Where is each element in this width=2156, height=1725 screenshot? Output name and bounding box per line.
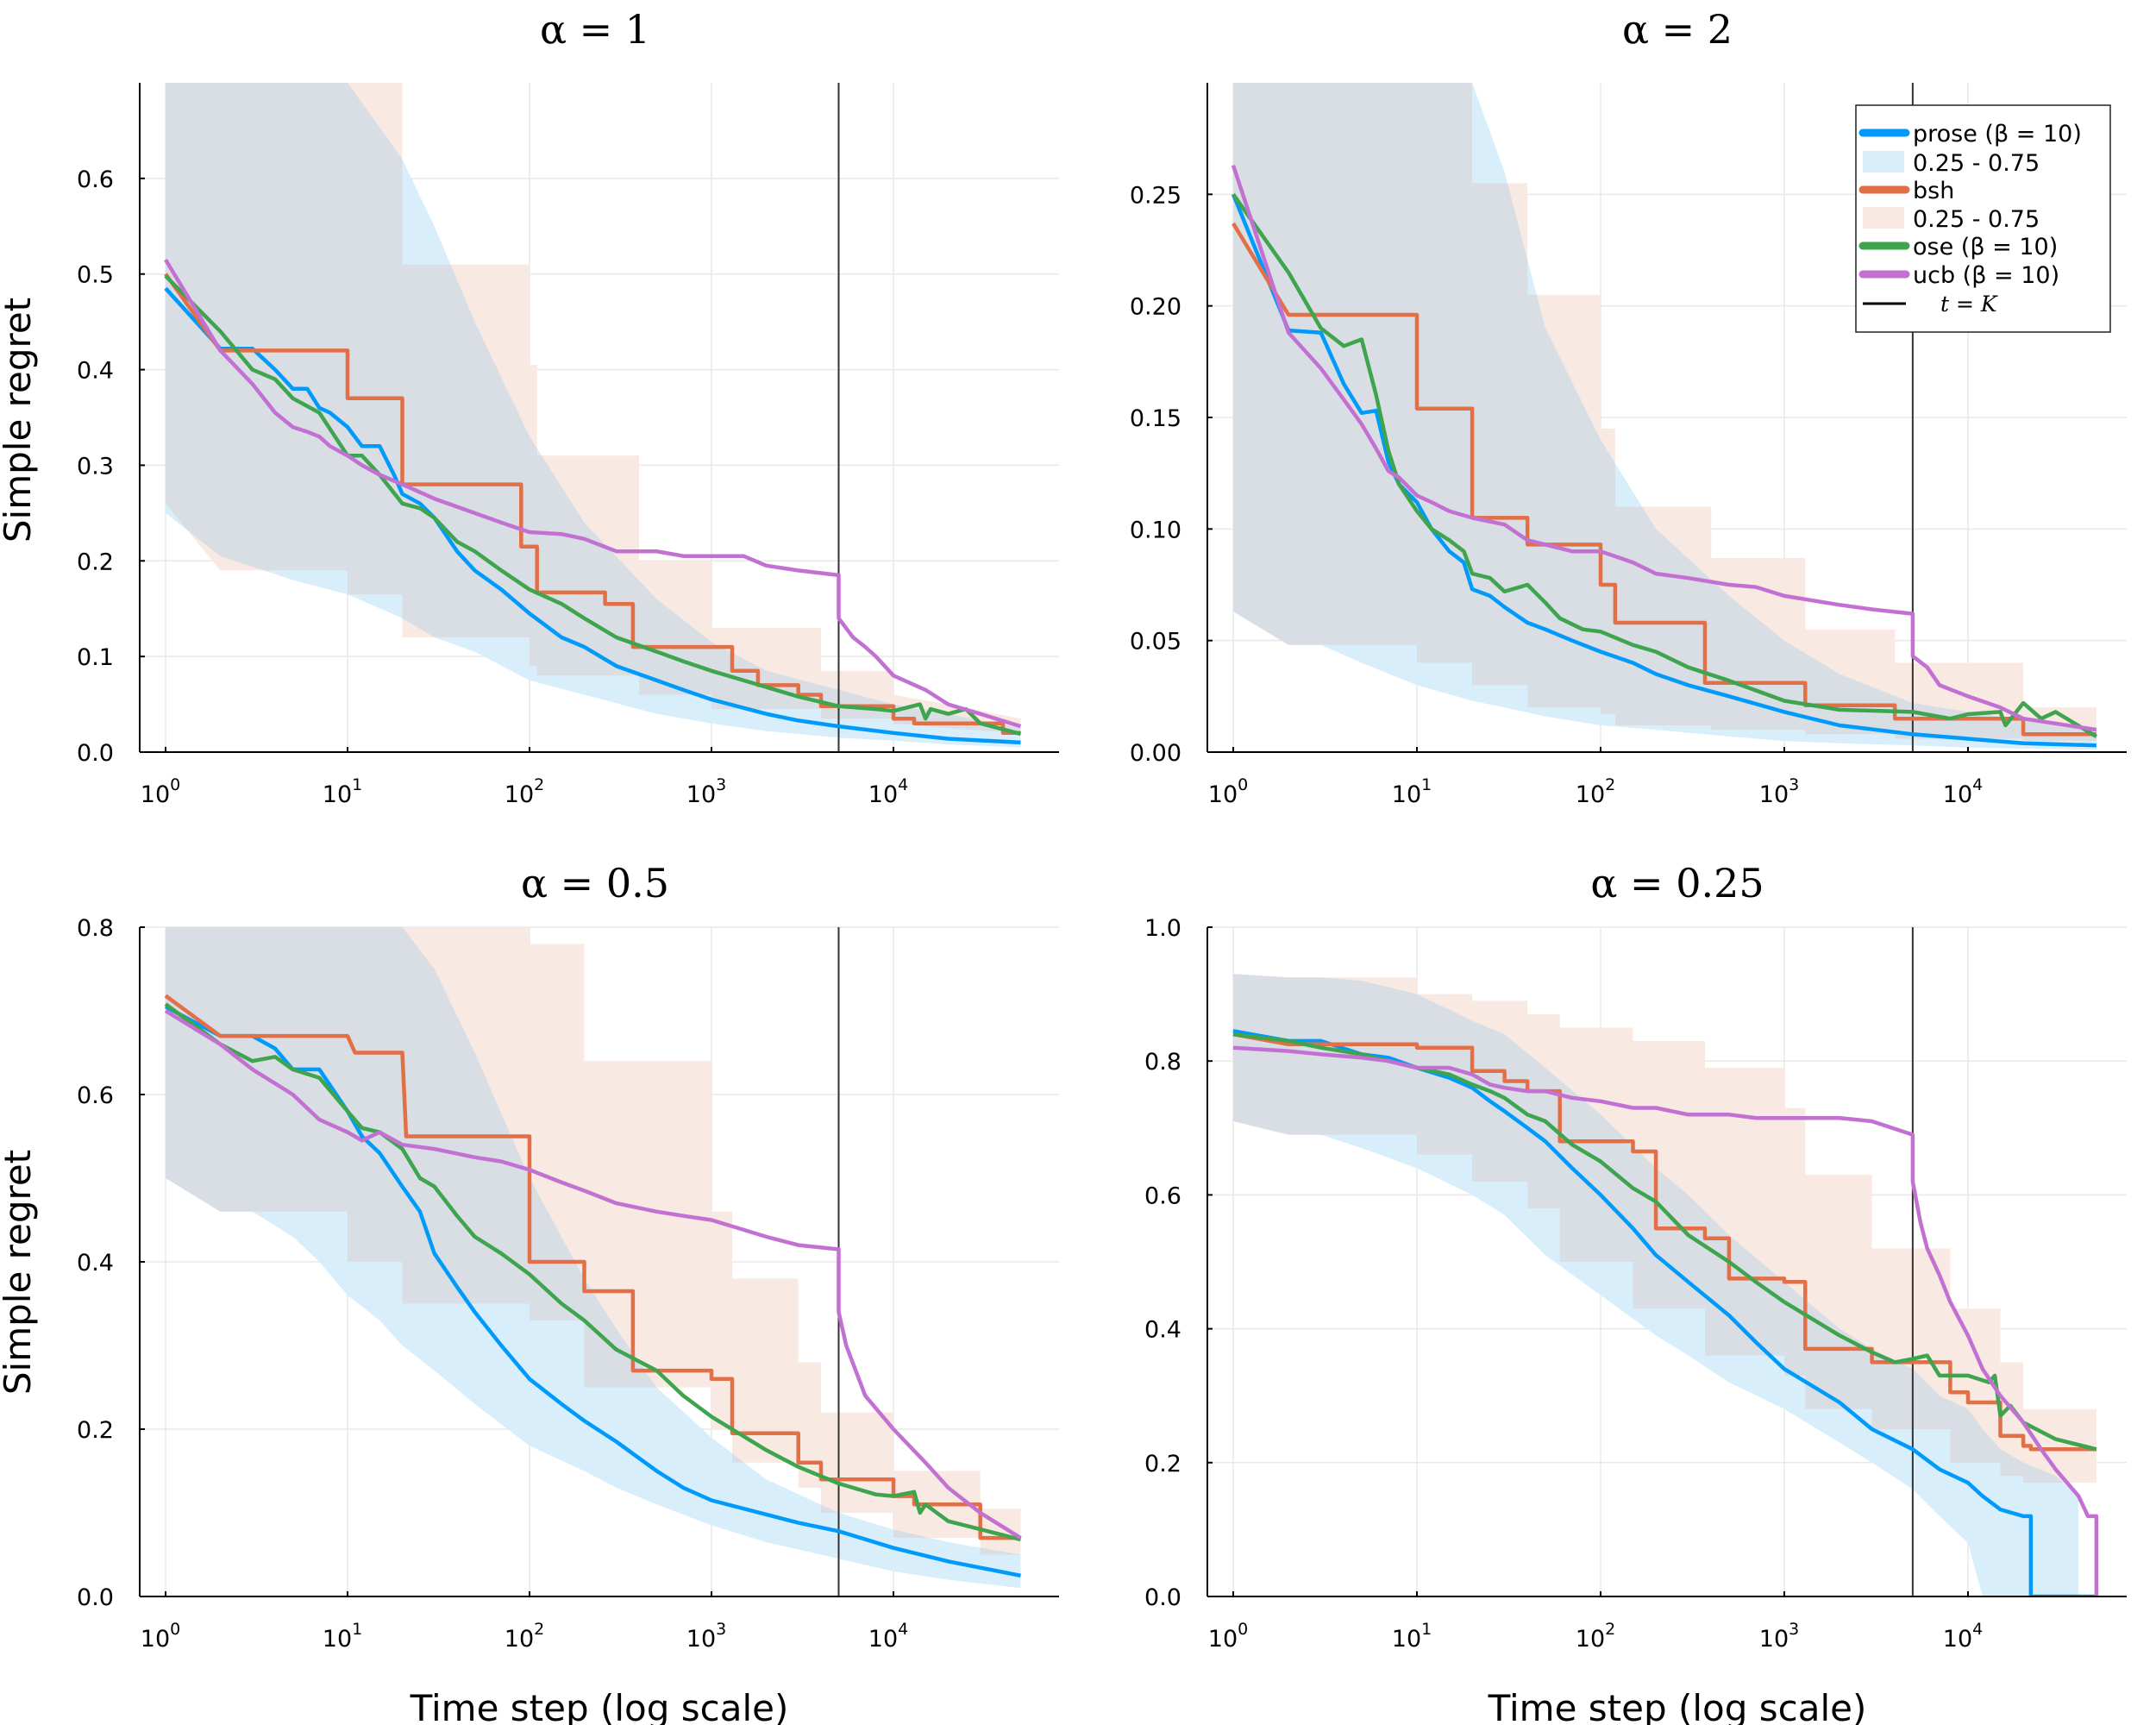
- x-tick-label: 101: [323, 1620, 362, 1653]
- y-tick-label: 0.15: [1130, 405, 1181, 432]
- x-tick-label: 103: [686, 775, 726, 808]
- x-tick-label: 100: [1208, 1620, 1248, 1653]
- x-tick-label: 102: [1576, 1620, 1615, 1653]
- series-line-ose: [1232, 193, 2098, 738]
- y-tick-label: 0.05: [1130, 629, 1181, 656]
- series-line-ose: [164, 1002, 1022, 1542]
- panel-alpha-2: 0.00 0.05 0.10 0.15 0.20 0.25 100 101 102 103 104: [1130, 83, 2127, 808]
- panel-alpha-0.25: 0.0 0.2 0.4 0.6 0.8 1.0 100 101 102 103 104: [1144, 915, 2127, 1653]
- panel-title-alpha-0.5: α = 0.5: [521, 860, 669, 906]
- x-tick-label: 101: [1392, 1620, 1432, 1653]
- series-line-ucb: [164, 258, 1022, 729]
- series-line-ose: [164, 274, 1022, 737]
- band-overlap: [166, 83, 1021, 733]
- y-axis-label-bottom: Simple regret: [0, 1150, 39, 1395]
- band-overlap: [1233, 83, 2096, 742]
- series-line-bsh: [164, 994, 1021, 1540]
- legend-label-t-equals-k: t = K: [1940, 292, 1998, 317]
- x-tick-label: 103: [1759, 1620, 1799, 1653]
- legend-label-bsh-band: 0.25 - 0.75: [1913, 206, 2040, 233]
- y-tick-label: 0.5: [77, 262, 114, 289]
- y-tick-label: 0.0: [77, 740, 114, 767]
- y-tick-label: 1.0: [1144, 915, 1181, 942]
- x-tick-label: 102: [1576, 775, 1615, 808]
- y-tick-label: 0.6: [1144, 1182, 1181, 1209]
- y-tick-label: 0.2: [77, 549, 114, 575]
- series-line-prose: [164, 286, 1021, 745]
- plot-area: [164, 83, 1022, 752]
- legend-label-ucb: ucb (β = 10): [1913, 262, 2059, 289]
- y-axis-label-top: Simple regret: [0, 298, 39, 543]
- y-tick-label: 0.1: [77, 644, 114, 671]
- x-tick-label: 102: [505, 775, 544, 808]
- plot-area: [1232, 927, 2099, 1596]
- x-tick-label: 100: [141, 775, 180, 808]
- legend-label-ose: ose (β = 10): [1913, 234, 2058, 260]
- series-line-bsh: [1232, 1032, 2096, 1452]
- legend: prose (β = 10) 0.25 - 0.75 bsh 0.25 - 0.…: [1855, 104, 2111, 333]
- y-tick-label: 0.6: [77, 1082, 114, 1109]
- y-tick-label: 0.2: [77, 1417, 114, 1444]
- legend-swatch-prose-band: [1863, 151, 1904, 172]
- series-line-bsh: [164, 273, 1021, 736]
- series-line-ose: [1232, 1032, 2097, 1452]
- x-tick-label: 101: [323, 775, 362, 808]
- series-line-ucb: [1231, 164, 2097, 732]
- panel-title-alpha-1: α = 1: [540, 6, 650, 53]
- y-tick-label: 0.0: [1144, 1584, 1181, 1611]
- legend-label-prose: prose (β = 10): [1913, 121, 2082, 147]
- y-tick-label: 0.4: [1144, 1317, 1181, 1344]
- series-line-ucb: [1232, 1045, 2099, 1596]
- x-tick-label: 104: [1943, 775, 1983, 808]
- band-overlap: [166, 927, 1021, 1555]
- x-tick-label: 101: [1392, 775, 1432, 808]
- y-tick-label: 0.0: [77, 1584, 114, 1611]
- series-line-bsh: [1232, 222, 2096, 737]
- y-tick-label: 0.4: [77, 1250, 114, 1276]
- y-tick-label: 0.20: [1130, 294, 1181, 321]
- x-tick-label: 104: [1943, 1620, 1983, 1653]
- panel-title-alpha-2: α = 2: [1622, 6, 1733, 53]
- plot-area: [1231, 83, 2098, 752]
- y-tick-label: 0.3: [77, 453, 114, 480]
- x-tick-label: 104: [868, 1620, 908, 1653]
- x-tick-label: 100: [141, 1620, 180, 1653]
- legend-label-prose-band: 0.25 - 0.75: [1913, 150, 2040, 177]
- x-tick-label: 103: [686, 1620, 726, 1653]
- panel-alpha-0.5: 0.0 0.2 0.4 0.6 0.8 100 101 102 103 104: [77, 915, 1059, 1653]
- y-tick-label: 0.10: [1130, 517, 1181, 543]
- x-tick-label: 103: [1759, 775, 1799, 808]
- y-tick-label: 0.25: [1130, 182, 1181, 209]
- y-tick-label: 0.4: [77, 358, 114, 385]
- y-tick-label: 0.8: [1144, 1049, 1181, 1076]
- x-axis-label-right: Time step (log scale): [1488, 1687, 1867, 1725]
- plot-area: [164, 927, 1022, 1596]
- x-tick-label: 102: [505, 1620, 544, 1653]
- legend-swatch-bsh-band: [1863, 207, 1904, 229]
- y-tick-label: 0.00: [1130, 740, 1181, 767]
- y-tick-label: 0.6: [77, 166, 114, 193]
- y-tick-label: 0.2: [1144, 1451, 1181, 1477]
- x-tick-label: 100: [1208, 775, 1248, 808]
- series-line-prose: [1231, 193, 2096, 748]
- x-tick-label: 104: [868, 775, 908, 808]
- panel-title-alpha-0.25: α = 0.25: [1590, 860, 1764, 906]
- x-axis-label-left: Time step (log scale): [410, 1687, 789, 1725]
- y-tick-label: 0.8: [77, 915, 114, 942]
- legend-label-bsh: bsh: [1913, 178, 1954, 204]
- series-line-prose: [164, 1005, 1021, 1578]
- panel-alpha-1: 0.0 0.1 0.2 0.3 0.4 0.5 0.6 100 101 102 103 104: [77, 83, 1059, 808]
- series-line-ucb: [164, 1009, 1022, 1540]
